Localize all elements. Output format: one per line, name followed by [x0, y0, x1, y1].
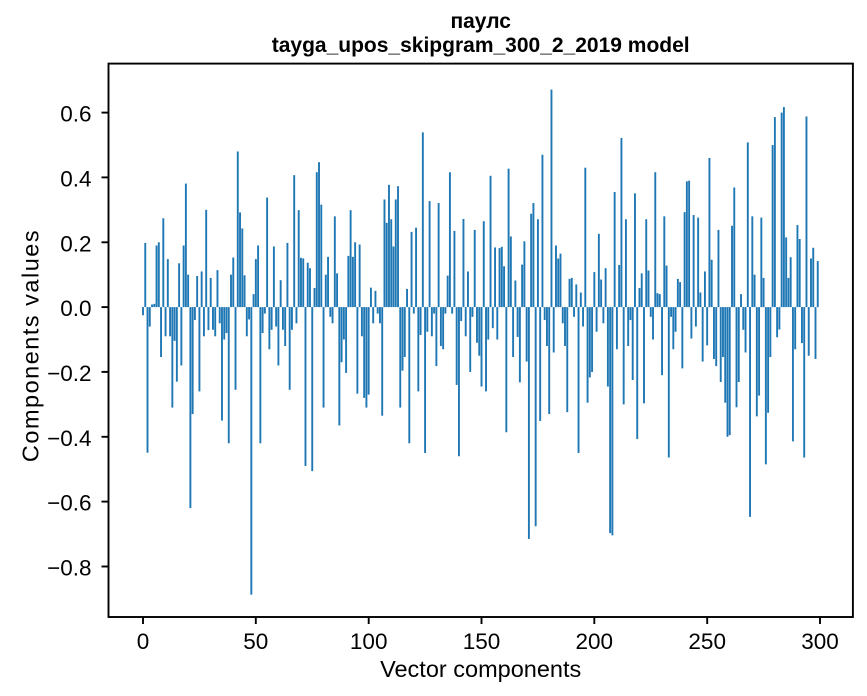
svg-text:0: 0	[137, 629, 150, 654]
svg-text:0.0: 0.0	[60, 296, 91, 321]
svg-text:250: 250	[688, 629, 726, 654]
svg-text:0.4: 0.4	[60, 166, 91, 191]
svg-text:0.6: 0.6	[60, 102, 91, 127]
svg-text:tayga_upos_skipgram_300_2_2019: tayga_upos_skipgram_300_2_2019 model	[272, 34, 690, 57]
svg-text:Components values: Components values	[18, 229, 44, 462]
svg-text:50: 50	[243, 629, 268, 654]
svg-text:−0.8: −0.8	[47, 556, 91, 581]
svg-text:−0.2: −0.2	[47, 361, 91, 386]
svg-text:300: 300	[801, 629, 839, 654]
svg-text:150: 150	[463, 629, 501, 654]
svg-text:200: 200	[576, 629, 614, 654]
svg-text:100: 100	[350, 629, 388, 654]
svg-text:−0.6: −0.6	[47, 491, 91, 516]
svg-text:0.2: 0.2	[60, 231, 91, 256]
svg-text:Vector components: Vector components	[380, 656, 581, 682]
svg-text:−0.4: −0.4	[47, 426, 91, 451]
svg-text:паулс: паулс	[450, 10, 511, 33]
